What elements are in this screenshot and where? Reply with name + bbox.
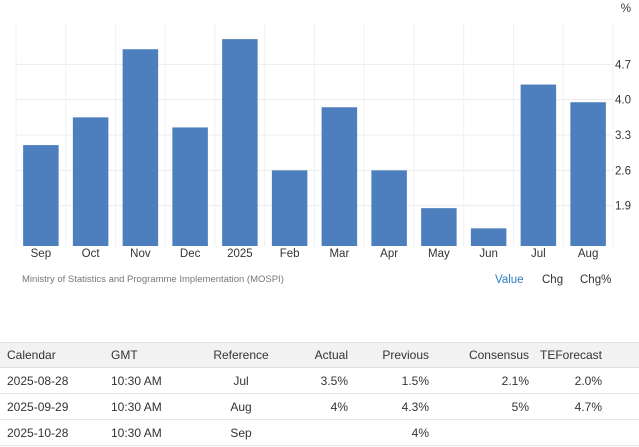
y-unit-label: % — [621, 3, 631, 15]
header-actual[interactable]: Actual — [286, 342, 348, 368]
bar[interactable] — [520, 84, 557, 246]
bar[interactable] — [222, 39, 258, 246]
y-tick-label: 2.6 — [615, 165, 631, 177]
row-actual: 4% — [286, 393, 348, 420]
y-tick-label: 1.9 — [615, 201, 631, 213]
row-consensus: 2.1% — [429, 367, 529, 394]
chart-area: 1.9 2.6 3.3 4.0 4.7% Sep Oct Nov Dec 2025 Feb Mar Ap… — [15, 3, 631, 286]
row-reference: Jul — [196, 367, 286, 394]
bar[interactable] — [470, 228, 507, 246]
row-previous: 4% — [348, 419, 429, 446]
x-tick-label: Jun — [479, 248, 498, 260]
bar[interactable] — [570, 102, 606, 246]
row-previous: 1.5% — [348, 367, 429, 394]
chart-source: Ministry of Statistics and Programme Imp… — [22, 274, 284, 285]
x-tick-label: Sep — [31, 248, 51, 260]
row-reference: Aug — [196, 393, 286, 420]
chg-mode-button[interactable]: Chg — [542, 274, 564, 286]
y-tick-label: 4.0 — [615, 95, 631, 107]
header-gmt[interactable]: GMT — [111, 342, 196, 368]
x-tick-label: Oct — [82, 248, 101, 260]
row-forecast: 2.0% — [529, 367, 639, 394]
x-tick-label: Apr — [380, 248, 398, 260]
row-date: 2025-09-29 — [0, 393, 111, 420]
table-row: 2025-08-28 10:30 AM Jul 3.5% 1.5% 2.1% 2… — [0, 367, 639, 394]
value-mode-button[interactable]: Value — [495, 274, 524, 286]
bar[interactable] — [271, 170, 308, 246]
bar[interactable] — [421, 208, 457, 246]
row-consensus — [429, 419, 529, 446]
table-row: 2025-09-29 10:30 AM Aug 4% 4.3% 5% 4.7% — [0, 393, 639, 420]
row-date: 2025-08-28 — [0, 367, 111, 394]
bar-chart: 1.9 2.6 3.3 4.0 4.7% Sep Oct Nov Dec 2025 Feb Mar Ap… — [15, 3, 631, 260]
row-time: 10:30 AM — [111, 367, 196, 394]
calendar-header-row: Calendar GMT Reference Actual Previous C… — [0, 342, 639, 368]
x-tick-label: Nov — [130, 248, 151, 260]
row-consensus: 5% — [429, 393, 529, 420]
header-reference[interactable]: Reference — [196, 342, 286, 368]
row-forecast — [529, 419, 639, 446]
header-teforecast[interactable]: TEForecast — [529, 342, 639, 368]
y-tick-label: 3.3 — [615, 130, 631, 142]
x-tick-label: Dec — [180, 248, 201, 260]
x-tick-label: Feb — [280, 248, 300, 260]
row-date: 2025-10-28 — [0, 419, 111, 446]
bar[interactable] — [72, 117, 109, 246]
bar[interactable] — [23, 145, 59, 246]
chg-percent-mode-button[interactable]: Chg% — [580, 274, 612, 286]
x-tick-label: 2025 — [227, 248, 253, 260]
bar[interactable] — [122, 49, 159, 247]
row-actual — [286, 419, 348, 446]
x-tick-label: Mar — [329, 248, 349, 260]
bar[interactable] — [172, 127, 208, 246]
header-previous[interactable]: Previous — [348, 342, 429, 368]
x-tick-label: Jul — [531, 248, 546, 260]
row-actual: 3.5% — [286, 367, 348, 394]
x-tick-label: May — [428, 248, 450, 260]
row-forecast: 4.7% — [529, 393, 639, 420]
row-reference: Sep — [196, 419, 286, 446]
x-tick-label: Aug — [578, 248, 598, 260]
row-previous: 4.3% — [348, 393, 429, 420]
bar[interactable] — [321, 107, 358, 246]
row-time: 10:30 AM — [111, 393, 196, 420]
header-calendar[interactable]: Calendar — [0, 342, 111, 368]
row-time: 10:30 AM — [111, 419, 196, 446]
y-tick-label: 4.7 — [615, 59, 631, 71]
calendar-table: Calendar GMT Reference Actual Previous C… — [0, 342, 639, 446]
bar[interactable] — [371, 170, 407, 246]
header-consensus[interactable]: Consensus — [429, 342, 529, 368]
table-row: 2025-10-28 10:30 AM Sep 4% — [0, 419, 639, 446]
